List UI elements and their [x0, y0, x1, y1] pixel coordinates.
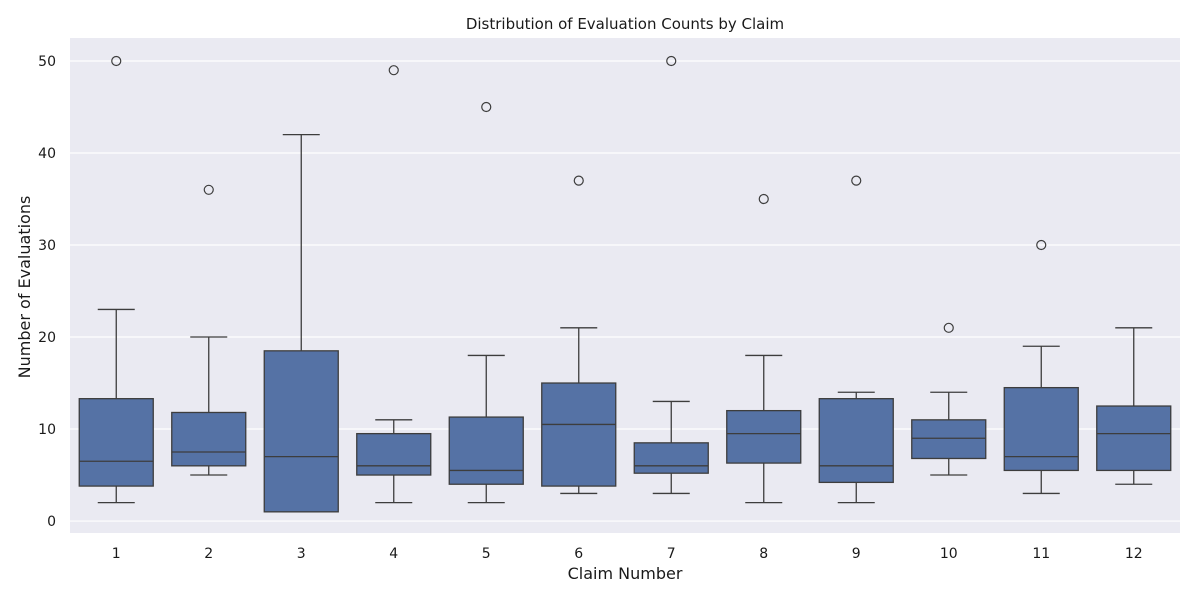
x-tick-label: 6: [574, 546, 583, 562]
x-tick-label: 1: [112, 546, 121, 562]
box-claim-10: [911, 322, 987, 476]
box-claim-9: [818, 175, 894, 504]
outlier-point: [758, 193, 769, 205]
x-tick-label: 9: [852, 546, 861, 562]
y-tick-labels: 0 10 20 30 40 50: [38, 54, 56, 530]
chart-title: Distribution of Evaluation Counts by Cla…: [466, 15, 784, 33]
outlier-point: [203, 184, 214, 195]
x-tick-label: 12: [1125, 546, 1143, 562]
x-tick-label: 4: [389, 546, 398, 562]
outlier-point: [481, 101, 492, 113]
plot-background: [70, 38, 1180, 533]
box-claim-4: [356, 65, 432, 504]
box-claim-5: [448, 101, 524, 504]
x-tick-label: 10: [940, 546, 958, 562]
x-tick-label: 3: [297, 546, 306, 562]
iqr-box: [263, 350, 339, 513]
iqr-box: [726, 409, 802, 464]
iqr-box: [78, 398, 154, 487]
boxes-layer: [78, 55, 1172, 513]
x-tick-label: 8: [759, 546, 768, 562]
iqr-box: [356, 432, 432, 476]
x-tick-label: 11: [1032, 546, 1050, 562]
box-claim-2: [171, 184, 247, 476]
x-axis-label: Claim Number: [568, 564, 683, 583]
box-claim-3: [263, 133, 339, 513]
x-tick-label: 2: [204, 546, 213, 562]
y-tick-label: 50: [38, 54, 56, 70]
iqr-box: [1096, 405, 1172, 472]
grid-lines: [70, 60, 1180, 522]
x-tick-label: 5: [482, 546, 491, 562]
box-claim-7: [633, 55, 709, 495]
x-tick-label: 7: [667, 546, 676, 562]
box-claim-12: [1096, 327, 1172, 485]
iqr-box: [818, 398, 894, 484]
outlier-point: [1036, 239, 1047, 251]
y-axis-label: Number of Evaluations: [15, 196, 34, 379]
iqr-box: [911, 419, 987, 460]
y-tick-label: 40: [38, 146, 56, 162]
outlier-point: [388, 65, 399, 76]
outlier-point: [111, 55, 122, 67]
iqr-box: [633, 442, 709, 474]
y-tick-label: 0: [47, 514, 56, 530]
iqr-box: [171, 411, 247, 467]
x-tick-labels: 1 2 3 4 5 6 7 8 9 10 11 12: [112, 546, 1143, 562]
outlier-point: [666, 55, 677, 67]
iqr-box: [1003, 386, 1079, 472]
outlier-point: [851, 175, 862, 186]
y-tick-label: 10: [38, 422, 56, 438]
box-claim-1: [78, 55, 154, 504]
y-tick-label: 30: [38, 238, 56, 254]
box-claim-6: [541, 175, 617, 495]
outlier-point: [943, 322, 954, 333]
iqr-box: [448, 416, 524, 485]
iqr-box: [541, 382, 617, 487]
y-tick-label: 20: [38, 330, 56, 346]
outlier-point: [573, 175, 584, 186]
box-claim-11: [1003, 239, 1079, 495]
box-claim-8: [726, 193, 802, 504]
